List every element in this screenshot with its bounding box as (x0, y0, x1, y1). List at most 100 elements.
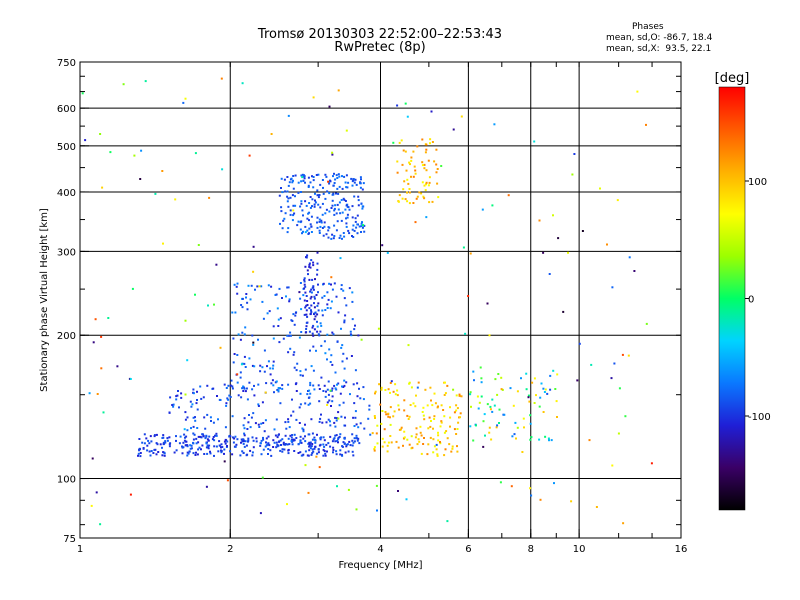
data-point (305, 325, 308, 328)
data-point (243, 445, 246, 448)
data-point (406, 200, 409, 203)
data-point (323, 439, 326, 442)
data-point (196, 399, 198, 401)
data-point (244, 440, 247, 443)
data-point (314, 199, 316, 202)
data-point (341, 211, 344, 214)
data-point (207, 447, 210, 450)
data-point (265, 441, 267, 444)
data-point (257, 403, 260, 406)
data-point (357, 426, 360, 429)
data-point (437, 196, 440, 199)
data-point (431, 141, 434, 143)
data-point (339, 234, 342, 237)
data-point (310, 291, 313, 294)
data-point (312, 261, 315, 264)
data-point (302, 294, 305, 297)
data-point (516, 390, 519, 393)
data-point (347, 206, 350, 209)
data-point (433, 392, 436, 395)
data-point (313, 306, 316, 309)
data-point (273, 441, 276, 444)
data-point (139, 178, 142, 180)
data-point (383, 428, 386, 431)
data-point (327, 380, 330, 383)
data-point (232, 337, 235, 340)
data-point (334, 204, 337, 207)
data-point (164, 441, 167, 444)
data-point (456, 407, 459, 410)
data-point (161, 446, 163, 449)
data-point (267, 448, 270, 450)
data-point (284, 212, 287, 215)
data-point (435, 448, 438, 451)
data-point (288, 334, 290, 337)
data-point (195, 437, 198, 440)
data-point (286, 286, 289, 289)
data-point (333, 172, 335, 175)
data-point (346, 213, 349, 216)
data-point (430, 110, 433, 113)
data-point (288, 298, 291, 301)
data-point (384, 411, 387, 413)
data-point (213, 454, 215, 457)
data-point (328, 282, 331, 285)
data-point (326, 333, 329, 336)
data-point (423, 437, 425, 439)
data-point (302, 430, 305, 433)
data-point (533, 140, 536, 143)
data-point (288, 300, 291, 303)
data-point (397, 490, 399, 492)
data-point (491, 204, 494, 207)
data-point (321, 179, 324, 181)
data-point (189, 444, 192, 447)
data-point (305, 204, 308, 207)
data-point (194, 454, 197, 456)
data-point (152, 452, 155, 454)
data-point (304, 440, 307, 443)
data-point (319, 438, 322, 441)
data-point (251, 334, 254, 337)
data-point (324, 212, 327, 215)
data-point (247, 439, 250, 442)
data-point (552, 369, 555, 372)
data-point (192, 388, 195, 391)
data-point (355, 226, 358, 229)
data-point (186, 454, 189, 457)
data-point (342, 232, 345, 234)
data-point (321, 421, 324, 424)
data-point (319, 183, 322, 186)
data-point (408, 191, 411, 194)
data-point (408, 161, 411, 164)
data-point (315, 455, 318, 458)
data-point (393, 410, 396, 413)
data-point (360, 338, 363, 341)
data-point (266, 365, 268, 368)
y-tick-label-100: 100 (57, 475, 76, 486)
data-point (256, 285, 259, 288)
data-point (542, 411, 545, 413)
data-point (338, 201, 341, 204)
data-point (373, 449, 376, 452)
data-point (329, 180, 332, 183)
data-point (310, 309, 312, 312)
data-point (308, 449, 311, 452)
data-point (147, 439, 150, 442)
data-point (376, 442, 379, 445)
data-point (312, 176, 315, 178)
data-point (172, 405, 175, 408)
data-point (314, 278, 316, 281)
data-point (307, 273, 309, 276)
data-point (403, 430, 406, 433)
data-point (328, 182, 331, 185)
data-point (304, 200, 307, 203)
data-point (362, 224, 365, 227)
data-point (178, 406, 180, 409)
data-point (403, 409, 406, 412)
data-point (315, 294, 318, 296)
data-point (293, 323, 296, 326)
data-point (155, 433, 158, 436)
data-point (311, 278, 314, 281)
data-point (221, 446, 224, 448)
data-point (448, 443, 451, 446)
